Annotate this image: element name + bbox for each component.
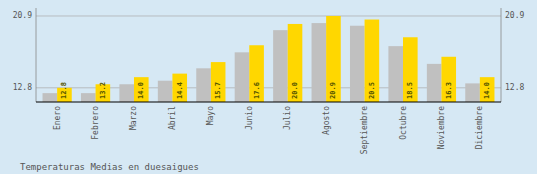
bar: [172, 74, 187, 102]
background: [0, 0, 537, 174]
y-axis-line: [36, 8, 37, 102]
x-tick-label: Abril: [168, 106, 177, 130]
bar: [427, 64, 442, 102]
data-label: 12.8: [60, 82, 68, 99]
bar: [388, 46, 403, 102]
chart: 12.8 13.2 14.0 14.4 15.7 17.6 20.0 20.9 20.5 18.5…: [0, 0, 537, 174]
bar: [365, 20, 380, 102]
bar: [134, 77, 149, 102]
bar: [312, 23, 327, 102]
y2-tick-label: 20.9: [505, 11, 524, 20]
data-label: 16.3: [445, 82, 453, 99]
bar: [441, 57, 456, 102]
bar: [326, 16, 341, 102]
data-label: 15.7: [214, 82, 222, 99]
bar: [480, 77, 495, 102]
bar: [119, 84, 134, 102]
bar: [465, 83, 480, 102]
x-tick-label: Diciembre: [475, 106, 484, 150]
data-label: 14.4: [176, 82, 184, 99]
x-tick-label: Enero: [53, 106, 62, 130]
x-tick-label: Octubre: [399, 106, 408, 140]
bar: [43, 93, 58, 102]
x-tick-label: Septiembre: [360, 106, 369, 154]
bar: [273, 30, 288, 102]
bar: [196, 68, 211, 102]
x-tick-label: Noviembre: [437, 106, 446, 150]
y2-tick-label: 12.8: [505, 83, 524, 92]
data-label: 20.9: [329, 82, 337, 99]
data-label: 13.2: [99, 82, 107, 99]
x-tick-label: Junio: [245, 106, 254, 130]
bars: [43, 16, 495, 102]
data-label: 20.5: [368, 82, 376, 99]
y-tick-label: 20.9: [13, 11, 32, 20]
bar: [81, 93, 96, 102]
bar: [350, 26, 365, 102]
grid-line: [36, 15, 501, 16]
bar: [403, 37, 418, 102]
y-tick-label: 12.8: [13, 83, 32, 92]
x-tick-label: Agosto: [322, 106, 331, 135]
bar: [211, 62, 226, 102]
bar: [288, 24, 303, 102]
data-label: 14.0: [483, 82, 491, 99]
title: Temperaturas Medias en duesaigues: [20, 162, 199, 172]
x-tick-label: Julio: [283, 106, 292, 130]
data-label: 18.5: [406, 82, 414, 99]
bar: [249, 45, 264, 102]
data-label: 14.0: [137, 82, 145, 99]
data-label: 17.6: [253, 82, 261, 99]
x-tick-label: Mayo: [206, 106, 215, 125]
x-tick-label: Marzo: [129, 106, 138, 130]
x-tick-label: Febrero: [91, 106, 100, 140]
y2-axis-line: [501, 8, 502, 102]
bar: [235, 52, 250, 102]
data-label: 20.0: [291, 82, 299, 99]
x-axis-line: [36, 101, 501, 102]
bar: [158, 81, 173, 102]
